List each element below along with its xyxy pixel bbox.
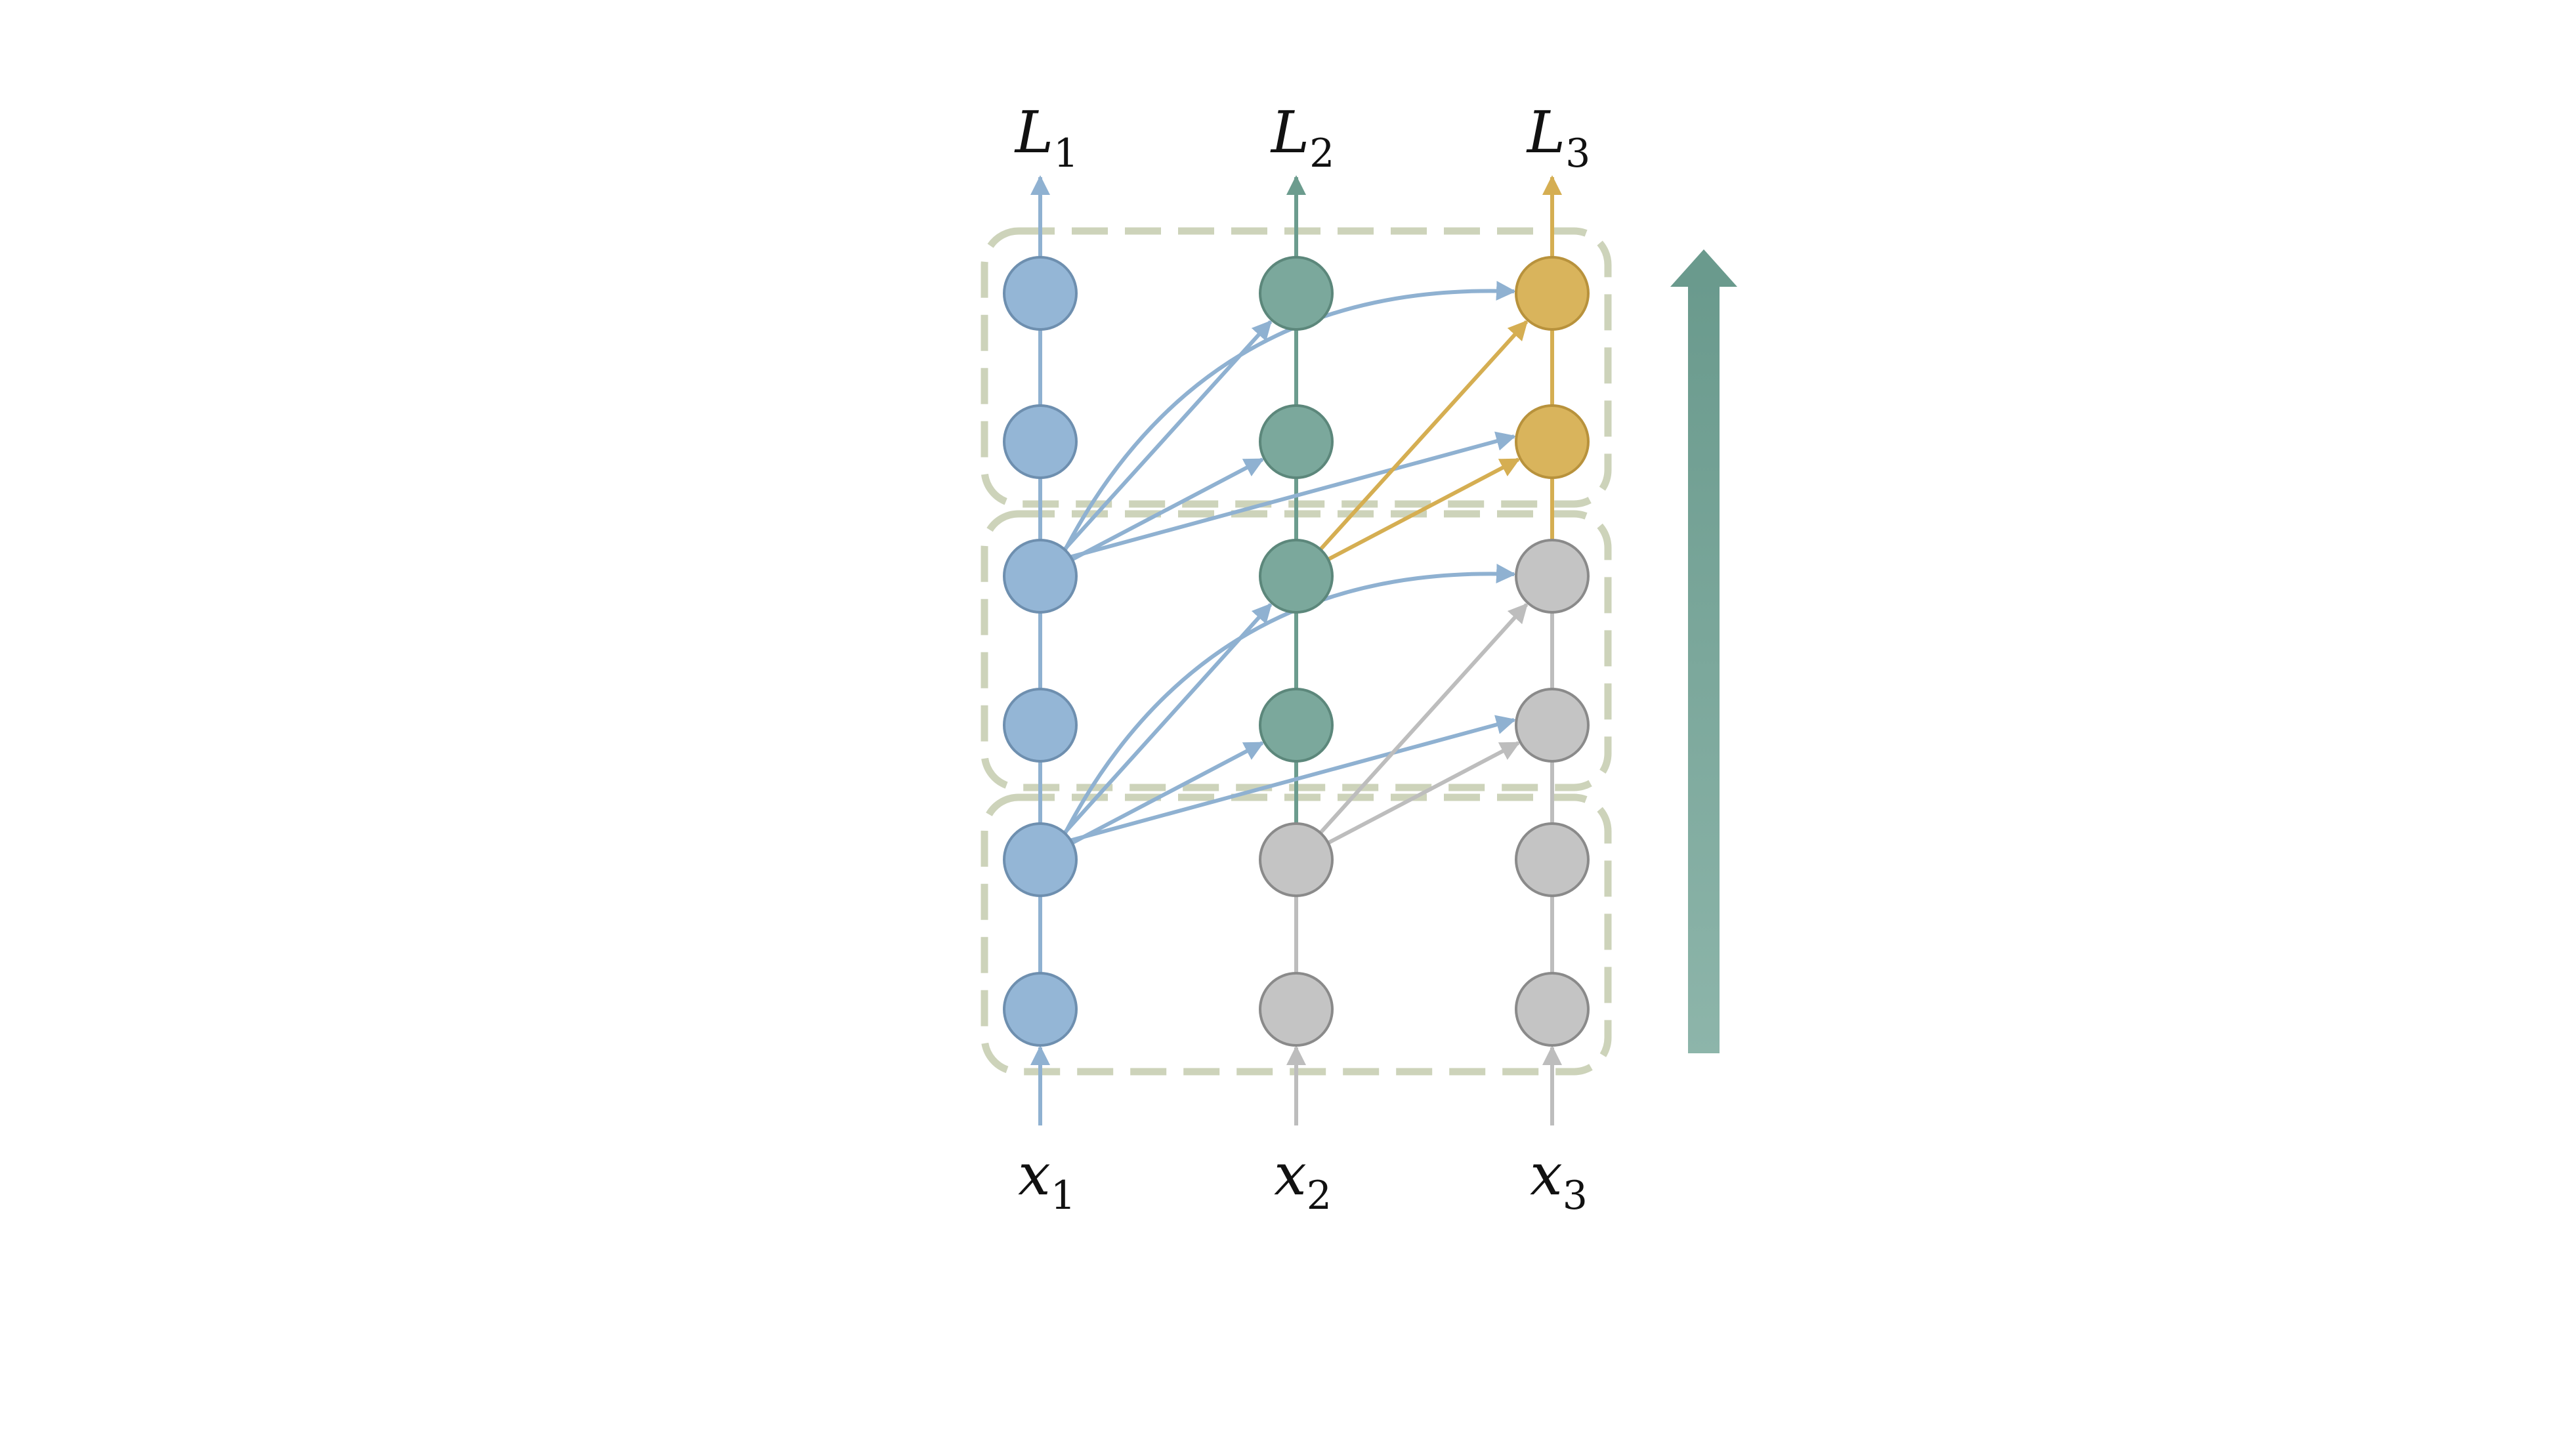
node-c3-r1 (1515, 972, 1590, 1047)
output-label-1: L1 (1014, 98, 1079, 177)
node-c2-r3 (1259, 688, 1334, 763)
output-label-1-symbol: L (1014, 98, 1053, 166)
input-label-2-symbol: x (1274, 1141, 1307, 1208)
input-label-1-index: 1 (1051, 1173, 1076, 1219)
nodes (1003, 256, 1590, 1047)
input-label-1-symbol: x (1018, 1141, 1051, 1208)
node-c2-r5 (1259, 404, 1334, 479)
output-label-3: L3 (1526, 98, 1591, 177)
input-label-3-index: 3 (1563, 1173, 1588, 1219)
cross-edge-a-3 (1071, 457, 1265, 562)
cross-edge-d-1 (1058, 564, 1516, 845)
progress-up-arrow-icon (1670, 249, 1737, 1053)
cross-edge-f-3 (1319, 320, 1529, 551)
input-label-2: x2 (1274, 1141, 1332, 1219)
node-c3-r2 (1515, 822, 1590, 897)
progress-arrow-head (1670, 249, 1737, 287)
input-label-1: x1 (1018, 1141, 1076, 1219)
output-label-2-index: 2 (1309, 131, 1334, 177)
node-c2-r1 (1259, 972, 1334, 1047)
node-c3-r6 (1515, 256, 1590, 331)
node-c1-r6 (1003, 256, 1078, 331)
node-c2-r6 (1259, 256, 1334, 331)
node-c1-r1 (1003, 972, 1078, 1047)
cross-edge-c-3 (1059, 431, 1516, 562)
output-label-3-symbol: L (1526, 98, 1565, 166)
output-label-2-symbol: L (1270, 98, 1309, 166)
node-c1-r2 (1003, 822, 1078, 897)
cross-edge-f-1 (1319, 602, 1529, 835)
cross-edge-a-1 (1071, 741, 1265, 845)
node-c3-r5 (1515, 404, 1590, 479)
input-label-3: x3 (1530, 1141, 1588, 1219)
output-label-1-index: 1 (1053, 131, 1078, 177)
output-label-3-index: 3 (1565, 131, 1590, 177)
node-c2-r2 (1259, 822, 1334, 897)
cross-edge-c-1 (1059, 715, 1516, 845)
cross-edge-e-1 (1327, 741, 1521, 845)
input-label-2-index: 2 (1307, 1173, 1332, 1219)
cross-edge-e-3 (1327, 457, 1521, 562)
output-label-2: L2 (1270, 98, 1335, 177)
node-c3-r4 (1515, 539, 1590, 614)
node-c3-r3 (1515, 688, 1590, 763)
input-label-3-symbol: x (1530, 1141, 1563, 1208)
node-c2-r4 (1259, 539, 1334, 614)
progress-arrow-shaft (1688, 279, 1720, 1053)
node-c1-r3 (1003, 688, 1078, 763)
node-c1-r5 (1003, 404, 1078, 479)
node-c1-r4 (1003, 539, 1078, 614)
cross-edge-d-3 (1058, 281, 1516, 561)
